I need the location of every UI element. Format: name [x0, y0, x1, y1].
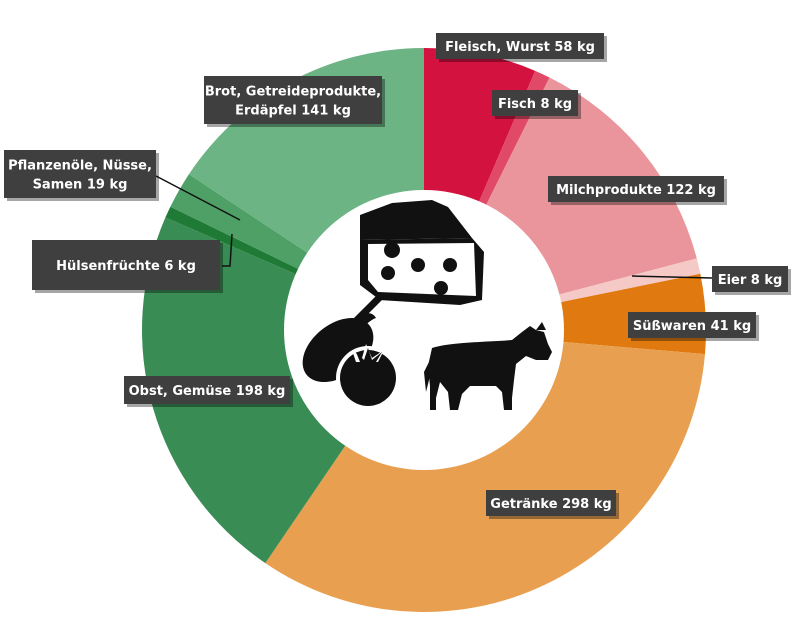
data-labels: Fleisch, Wurst 58 kg Fisch 8 kg Milchprodu…: [4, 33, 791, 519]
leader-line-eier: [631, 275, 713, 279]
data-label-brot-getreideprodukte-erdaepfel: Brot, Getreideprodukte, Erdäpfel 141 kg: [204, 76, 385, 127]
data-label-text: Pflanzenöle, Nüsse,: [8, 159, 152, 174]
data-label-box: [712, 266, 788, 292]
data-label-box: [4, 150, 156, 198]
data-label-box: [436, 33, 604, 59]
data-label-box: [628, 312, 756, 338]
data-label-huelsenfruechte: Hülsenfrüchte 6 kg: [32, 240, 223, 293]
data-label-obst-gemuese: Obst, Gemüse 198 kg: [124, 376, 293, 407]
center-icons: [302, 200, 552, 410]
data-label-text: Eier 8 kg: [718, 273, 783, 288]
data-label-text: Milchprodukte 122 kg: [556, 183, 716, 198]
data-label-milchprodukte: Milchprodukte 122 kg: [548, 176, 727, 205]
data-label-getraenke: Getränke 298 kg: [486, 490, 619, 519]
data-label-text: Erdäpfel 141 kg: [235, 104, 351, 119]
leader-line-huelsenfruechte: [222, 233, 233, 267]
data-label-text: Obst, Gemüse 198 kg: [129, 384, 286, 399]
data-label-box: [486, 490, 616, 516]
slice-getraenke: [265, 330, 705, 612]
cow-icon: [424, 322, 552, 410]
data-label-box: [124, 376, 290, 404]
data-label-box: [204, 76, 382, 124]
leader-lines: [155, 175, 713, 279]
data-label-text: Süßwaren 41 kg: [633, 319, 751, 334]
data-label-text: Brot, Getreideprodukte,: [205, 85, 381, 100]
data-label-text: Samen 19 kg: [33, 178, 128, 193]
data-label-box: [492, 90, 578, 116]
data-label-text: Hülsenfrüchte 6 kg: [56, 259, 196, 274]
data-label-eier: Eier 8 kg: [712, 266, 791, 295]
data-label-fisch: Fisch 8 kg: [492, 90, 581, 119]
data-label-box: [32, 240, 220, 290]
data-label-fleisch-wurst: Fleisch, Wurst 58 kg: [436, 33, 607, 62]
leader-line-pflanzenoele: [155, 175, 241, 221]
data-label-suesswaren: Süßwaren 41 kg: [628, 312, 759, 341]
cheese-icon: [360, 200, 484, 305]
data-label-box: [548, 176, 724, 202]
data-label-text: Fleisch, Wurst 58 kg: [445, 40, 595, 55]
data-label-text: Fisch 8 kg: [498, 97, 572, 112]
tomato-icon: [336, 344, 400, 410]
data-label-text: Getränke 298 kg: [490, 497, 611, 512]
data-label-pflanzenoele-nuesse-samen: Pflanzenöle, Nüsse, Samen 19 kg: [4, 150, 159, 201]
